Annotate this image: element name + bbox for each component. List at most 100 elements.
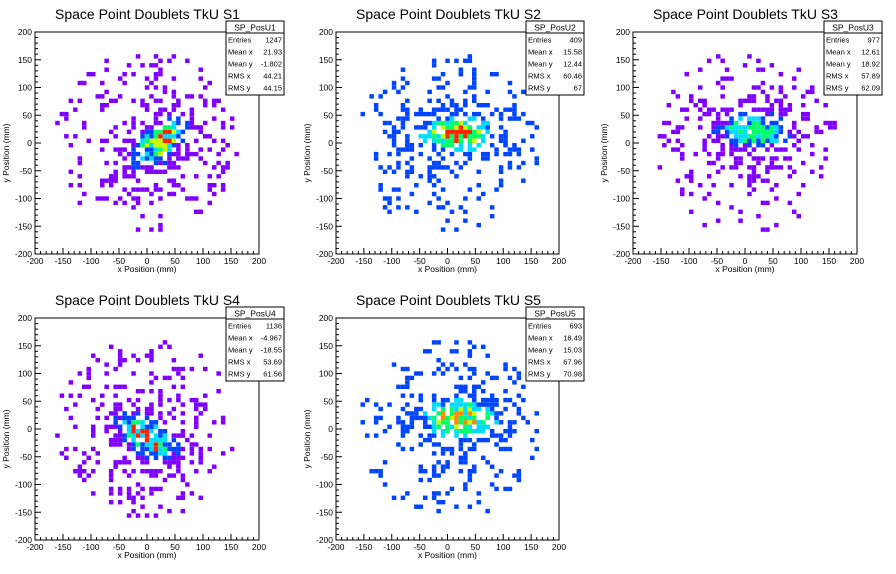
heatmap-cell bbox=[463, 120, 468, 126]
heatmap-cell bbox=[117, 486, 123, 492]
heatmap-cell bbox=[189, 196, 195, 201]
heatmap-cell bbox=[507, 429, 513, 434]
heatmap-cell bbox=[449, 116, 455, 121]
heatmap-cell bbox=[738, 160, 743, 166]
heatmap-cell bbox=[171, 178, 177, 183]
heatmap-cell bbox=[126, 138, 132, 143]
heatmap-cell bbox=[467, 151, 473, 157]
heatmap-cell bbox=[126, 174, 132, 179]
heatmap-cell bbox=[463, 451, 468, 456]
heatmap-cell bbox=[436, 178, 441, 183]
heatmap-cell bbox=[796, 191, 801, 197]
heatmap-cell bbox=[431, 491, 437, 496]
heatmap-cell bbox=[463, 160, 468, 166]
heatmap-cell bbox=[108, 98, 114, 103]
heatmap-cell bbox=[400, 384, 406, 389]
heatmap-cell bbox=[387, 151, 392, 157]
heatmap-cell bbox=[498, 178, 504, 183]
heatmap-cell bbox=[378, 165, 383, 170]
heatmap-cell bbox=[765, 169, 770, 174]
heatmap-cells bbox=[55, 54, 239, 232]
heatmap-cell bbox=[787, 174, 793, 179]
heatmap-cell bbox=[180, 433, 186, 438]
heatmap-cell bbox=[689, 169, 694, 174]
heatmap-cell bbox=[467, 134, 473, 139]
heatmap-cell bbox=[801, 160, 806, 166]
stats-label: Entries bbox=[528, 36, 552, 45]
heatmap-cell bbox=[427, 169, 432, 174]
heatmap-cell bbox=[485, 129, 490, 135]
stats-label: RMS x bbox=[528, 358, 551, 367]
stats-label: RMS x bbox=[228, 72, 251, 81]
heatmap-cell bbox=[715, 169, 721, 174]
heatmap-cell bbox=[440, 420, 446, 425]
heatmap-cell bbox=[373, 151, 379, 157]
heatmap-cell bbox=[792, 143, 797, 148]
heatmap-cell bbox=[203, 366, 208, 372]
heatmap-cell bbox=[702, 222, 707, 228]
heatmap-cell bbox=[95, 406, 100, 412]
heatmap-cell bbox=[140, 446, 145, 452]
heatmap-cell bbox=[449, 103, 455, 108]
heatmap-cell bbox=[765, 134, 770, 139]
heatmap-cell bbox=[400, 429, 406, 434]
heatmap-cell bbox=[55, 433, 60, 438]
heatmap-cell bbox=[449, 402, 455, 407]
heatmap-cell bbox=[207, 200, 212, 206]
heatmap-cell bbox=[801, 134, 806, 139]
heatmap-cell bbox=[481, 397, 486, 403]
stats-label: Mean x bbox=[528, 48, 553, 57]
heatmap-cell bbox=[476, 196, 481, 201]
heatmap-cell bbox=[458, 120, 464, 126]
y-tick-label: 150 bbox=[616, 55, 630, 65]
heatmap-cell bbox=[122, 384, 127, 389]
heatmap-cell bbox=[724, 125, 730, 130]
heatmap-cell bbox=[113, 420, 118, 425]
x-axis-title: x Position (mm) bbox=[418, 550, 477, 560]
heatmap-cell bbox=[167, 143, 172, 148]
heatmap-cell bbox=[449, 451, 455, 456]
heatmap-cell bbox=[153, 160, 159, 166]
heatmap-cell bbox=[472, 72, 477, 77]
heatmap-cell bbox=[162, 138, 168, 143]
heatmap-cell bbox=[760, 200, 766, 206]
heatmap-cell bbox=[180, 473, 186, 478]
heatmap-cell bbox=[140, 120, 145, 126]
heatmap-cell bbox=[126, 433, 132, 438]
heatmap-cell bbox=[512, 111, 517, 117]
heatmap-cell bbox=[427, 477, 432, 483]
y-axis-title: y Position (mm) bbox=[599, 123, 609, 182]
heatmap-cell bbox=[162, 340, 168, 345]
heatmap-cell bbox=[167, 125, 172, 130]
heatmap-cell bbox=[657, 165, 663, 170]
heatmap-cell bbox=[113, 406, 118, 412]
stats-label: Mean y bbox=[528, 60, 553, 69]
heatmap-cell bbox=[738, 174, 743, 179]
heatmap-cell bbox=[135, 143, 141, 148]
heatmap-cell bbox=[534, 429, 539, 434]
heatmap-cell bbox=[212, 183, 217, 188]
heatmap-cell bbox=[135, 420, 141, 425]
heatmap-cell bbox=[140, 98, 145, 103]
heatmap-cell bbox=[158, 486, 163, 492]
heatmap-cell bbox=[153, 375, 159, 381]
stats-value: 70.98 bbox=[563, 370, 582, 379]
heatmap-cell bbox=[525, 120, 530, 126]
heatmap-cell bbox=[742, 138, 748, 143]
stats-label: Mean y bbox=[228, 346, 253, 355]
heatmap-cell bbox=[104, 67, 109, 72]
heatmap-cell bbox=[751, 129, 757, 135]
heatmap-cell bbox=[405, 205, 410, 210]
heatmap-cell bbox=[140, 495, 145, 500]
heatmap-cell bbox=[167, 344, 172, 349]
heatmap-cell bbox=[810, 85, 815, 90]
heatmap-cell bbox=[122, 72, 127, 77]
heatmap-cell bbox=[778, 111, 784, 117]
heatmap-cell bbox=[689, 191, 694, 197]
y-tick-label: 200 bbox=[319, 313, 333, 323]
heatmap-cell bbox=[131, 165, 136, 170]
heatmap-cell bbox=[149, 125, 154, 130]
heatmap-cell bbox=[485, 406, 490, 412]
x-tick-label: -50 bbox=[413, 542, 426, 552]
heatmap-cell bbox=[158, 433, 163, 438]
